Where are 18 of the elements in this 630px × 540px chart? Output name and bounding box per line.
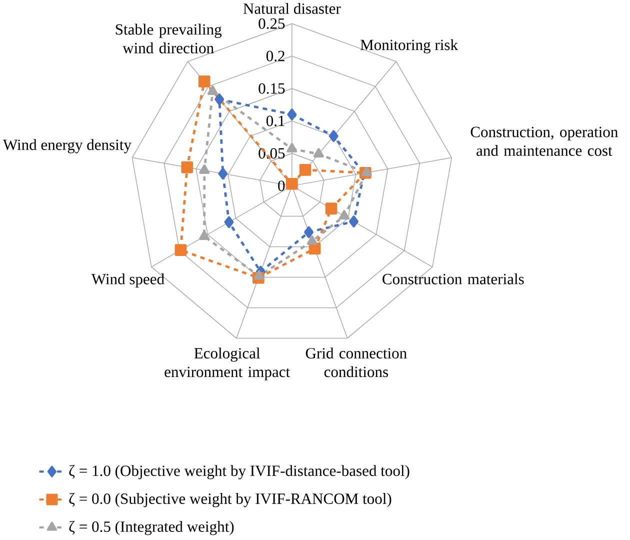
spoke-label: Wind energy density [2, 139, 132, 154]
y-tick-label: 0.05 [258, 148, 285, 159]
y-tick-label: 0.15 [258, 83, 285, 94]
spoke-label: Natural disaster [243, 3, 341, 14]
spoke-label: Construction materials [382, 273, 524, 284]
spoke-label: Grid connection conditions [306, 348, 407, 378]
y-tick-label: 0.25 [258, 18, 285, 29]
legend-label: ζ = 0.0 (Subjective weight by IVIF-RANCOM tool) [69, 492, 392, 508]
y-tick-label: 0.1 [266, 116, 284, 126]
y-tick-label: 0 [278, 180, 285, 192]
spoke-label: Ecological environment impact [164, 348, 290, 380]
spoke-label: Stable prevailing wind direction [116, 24, 222, 54]
spoke-label: Monitoring risk [360, 39, 458, 54]
legend-label: ζ = 1.0 (Objective weight by IVIF-distance-based tool) [69, 465, 410, 480]
y-tick-label: 0.2 [266, 50, 284, 62]
spoke-label: Construction, operation and maintenance cost [470, 126, 618, 156]
legend-label: ζ = 0.5 (Integrated weight) [69, 520, 234, 536]
spoke-label: Wind speed [91, 273, 164, 288]
